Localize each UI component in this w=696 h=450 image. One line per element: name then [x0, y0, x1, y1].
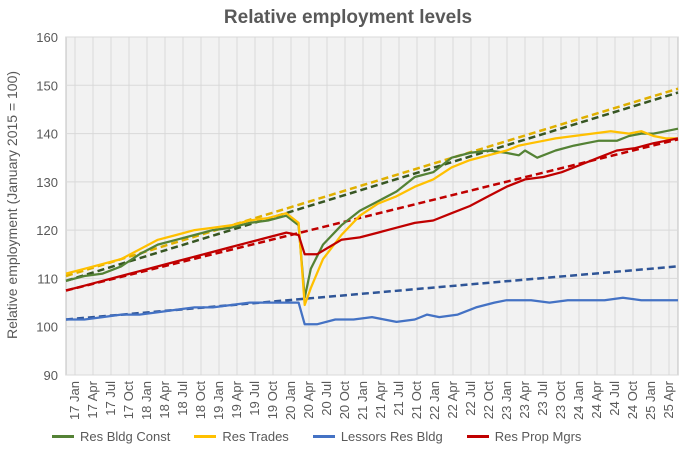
x-tick-label-6: 18 Jul [175, 381, 190, 416]
y-tick-label-4: 130 [36, 175, 58, 190]
x-tick-label-15: 20 Oct [337, 381, 352, 420]
x-tick-label-25: 23 Apr [517, 380, 532, 418]
legend-label-res-prop-mgrs: Res Prop Mgrs [494, 429, 582, 444]
x-tick-label-23: 22 Oct [481, 381, 496, 420]
legend: Res Bldg Const Res Trades Lessors Res Bl… [52, 429, 605, 444]
plot-area [65, 36, 679, 376]
trend-line-res-prop-mgrs [65, 138, 679, 292]
trend-line-res-trades [65, 87, 679, 278]
x-tick-label-21: 22 Apr [445, 380, 460, 418]
x-tick-label-9: 19 Apr [229, 380, 244, 418]
series-line-res-trades [65, 130, 678, 307]
x-tick-label-22: 22 Jul [463, 381, 478, 416]
x-tick-label-11: 19 Oct [265, 381, 280, 420]
x-tick-label-31: 24 Oct [625, 381, 640, 420]
y-tick-label-0: 90 [44, 368, 58, 383]
legend-swatch-res-bldg-const [52, 435, 74, 438]
x-tick-label-8: 19 Jan [211, 381, 226, 420]
x-tick-label-7: 18 Oct [193, 381, 208, 420]
x-tick-label-26: 23 Jul [535, 381, 550, 416]
x-tick-label-0: 17 Jan [67, 381, 82, 420]
trend-line-res-bldg-const [65, 91, 679, 283]
x-tick-label-32: 25 Jan [643, 381, 658, 420]
chart-title: Relative employment levels [223, 7, 473, 28]
legend-swatch-lessors-res-bldg [312, 435, 335, 438]
x-tick-label-20: 22 Jan [427, 381, 442, 420]
y-tick-label-5: 140 [36, 127, 58, 142]
y-tick-label-7: 160 [36, 30, 58, 45]
series-line-res-prop-mgrs [65, 137, 679, 292]
x-tick-label-10: 19 Jul [247, 381, 262, 416]
x-tick-label-24: 23 Jan [499, 381, 514, 420]
legend-item-res-prop-mgrs: Res Prop Mgrs [466, 429, 582, 444]
y-tick-label-3: 120 [36, 223, 58, 238]
x-tick-label-3: 17 Oct [121, 381, 136, 420]
x-tick-label-14: 20 Jul [319, 381, 334, 416]
series-line-lessors-res-bldg [66, 296, 678, 326]
x-tick-label-12: 20 Jan [283, 381, 298, 420]
legend-swatch-res-trades [194, 435, 217, 438]
y-tick-label-6: 150 [36, 78, 58, 93]
x-tick-label-17: 21 Apr [373, 380, 388, 418]
legend-item-res-bldg-const: Res Bldg Const [52, 429, 170, 444]
legend-label-res-trades: Res Trades [222, 429, 289, 444]
x-tick-label-2: 17 Jul [103, 381, 118, 416]
x-tick-label-29: 24 Apr [589, 380, 604, 418]
x-tick-label-19: 21 Oct [409, 381, 424, 420]
series-line-res-bldg-const [65, 127, 679, 299]
x-tick-label-28: 24 Jan [571, 381, 586, 420]
x-tick-label-33: 25 Apr [661, 380, 676, 418]
x-tick-label-4: 18 Jan [139, 381, 154, 420]
x-tick-label-16: 21 Jan [355, 381, 370, 420]
y-tick-label-1: 100 [36, 320, 58, 335]
x-tick-label-13: 20 Apr [301, 380, 316, 418]
x-tick-label-18: 21 Jul [391, 381, 406, 416]
y-tick-label-2: 110 [37, 271, 58, 286]
legend-label-lessors-res-bldg: Lessors Res Bldg [340, 429, 443, 444]
legend-label-res-bldg-const: Res Bldg Const [80, 429, 171, 444]
legend-item-lessors-res-bldg: Lessors Res Bldg [312, 429, 443, 444]
x-tick-label-27: 23 Oct [553, 381, 568, 420]
legend-item-res-trades: Res Trades [194, 429, 289, 444]
x-tick-label-30: 24 Jul [607, 381, 622, 416]
legend-swatch-res-prop-mgrs [466, 435, 489, 438]
x-tick-label-1: 17 Apr [85, 380, 100, 418]
x-tick-label-5: 18 Apr [157, 380, 172, 418]
